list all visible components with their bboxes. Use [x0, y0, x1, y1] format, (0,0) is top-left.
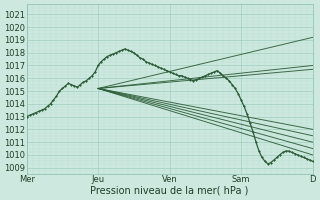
X-axis label: Pression niveau de la mer( hPa ): Pression niveau de la mer( hPa ): [91, 186, 249, 196]
